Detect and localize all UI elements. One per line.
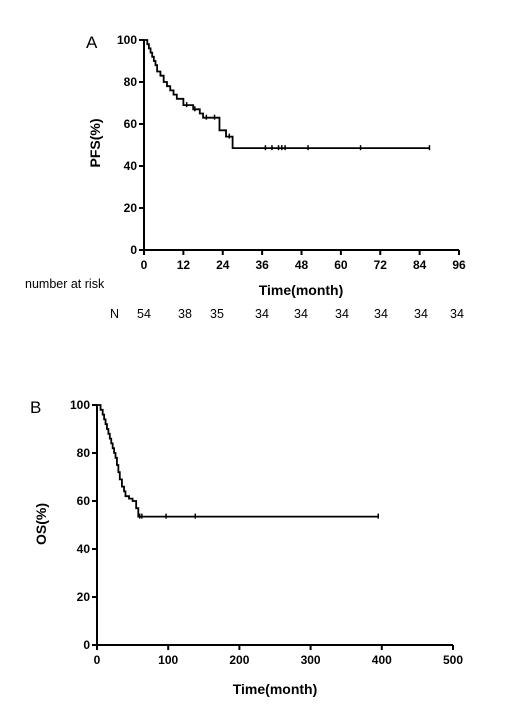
panel-a-pfs-chart: A 0 20 40 60 80 100 0 12 24 36 48 60 72 84 96 PFS(%) T… — [25, 33, 466, 321]
panel-a-x-tick-label: 96 — [452, 258, 466, 272]
panel-b-marks: 0 20 40 60 80 100 0 100 200 300 400 500 — [70, 398, 463, 667]
panel-b-y-tick-label: 60 — [77, 494, 91, 508]
panel-b-y-tick-label: 100 — [70, 398, 90, 412]
panel-b-y-tick-label: 80 — [77, 446, 91, 460]
panel-b-x-tick-label: 0 — [94, 653, 101, 667]
panel-a-y-tick-label: 80 — [124, 75, 138, 89]
risk-table-value: 35 — [210, 307, 224, 321]
risk-table-value: 34 — [294, 307, 308, 321]
panel-b-x-axis-title: Time(month) — [233, 681, 318, 697]
panel-b-survival-curve — [97, 404, 379, 518]
panel-a-x-tick-label: 72 — [374, 258, 388, 272]
risk-table-row-label: N — [110, 307, 119, 321]
panel-a-x-tick-label: 36 — [255, 258, 269, 272]
panel-a-survival-curve — [144, 39, 430, 150]
panel-b-x-tick-label: 200 — [229, 653, 249, 667]
panel-a-x-tick-label: 48 — [295, 258, 309, 272]
risk-table-label: number at risk — [25, 277, 105, 291]
panel-b-x-tick-label: 400 — [372, 653, 392, 667]
panel-b-label: B — [30, 398, 41, 417]
panel-b-x-tick-label: 100 — [158, 653, 178, 667]
risk-table-value: 34 — [335, 307, 349, 321]
panel-b-y-tick-label: 0 — [83, 638, 90, 652]
panel-a-x-tick-label: 24 — [216, 258, 230, 272]
risk-table-value: 34 — [255, 307, 269, 321]
panel-b-y-axis-title: OS(%) — [33, 503, 49, 545]
panel-a-y-tick-label: 20 — [124, 201, 138, 215]
risk-table-value: 34 — [450, 307, 464, 321]
panel-a-y-tick-label: 60 — [124, 117, 138, 131]
panel-a-x-tick-label: 60 — [334, 258, 348, 272]
panel-a-x-axis-title: Time(month) — [259, 282, 344, 298]
risk-table-value: 38 — [178, 307, 192, 321]
panel-a-y-axis-title: PFS(%) — [87, 119, 103, 168]
panel-a-y-tick-label: 100 — [117, 33, 137, 47]
panel-b-x-tick-label: 500 — [443, 653, 463, 667]
panel-a-label: A — [86, 33, 98, 52]
panel-a-y-tick-label: 40 — [124, 159, 138, 173]
panel-a-x-tick-label: 84 — [413, 258, 427, 272]
panel-a-x-tick-label: 12 — [177, 258, 191, 272]
panel-b-x-tick-label: 300 — [301, 653, 321, 667]
panel-b-os-chart: B 0 20 40 60 80 100 0 100 200 300 400 500 OS(%) Tim… — [30, 398, 463, 697]
risk-table-value: 34 — [414, 307, 428, 321]
panel-b-y-tick-label: 40 — [77, 542, 91, 556]
risk-table-value: 54 — [137, 307, 151, 321]
risk-table-value: 34 — [374, 307, 388, 321]
panel-a-x-tick-label: 0 — [141, 258, 148, 272]
panel-a-marks: 0 20 40 60 80 100 0 12 24 36 48 60 72 84 96 — [117, 33, 466, 272]
risk-table-values: 54 38 35 34 34 34 34 34 34 — [137, 307, 464, 321]
panel-a-y-tick-label: 0 — [130, 243, 137, 257]
panel-b-y-tick-label: 20 — [77, 590, 91, 604]
